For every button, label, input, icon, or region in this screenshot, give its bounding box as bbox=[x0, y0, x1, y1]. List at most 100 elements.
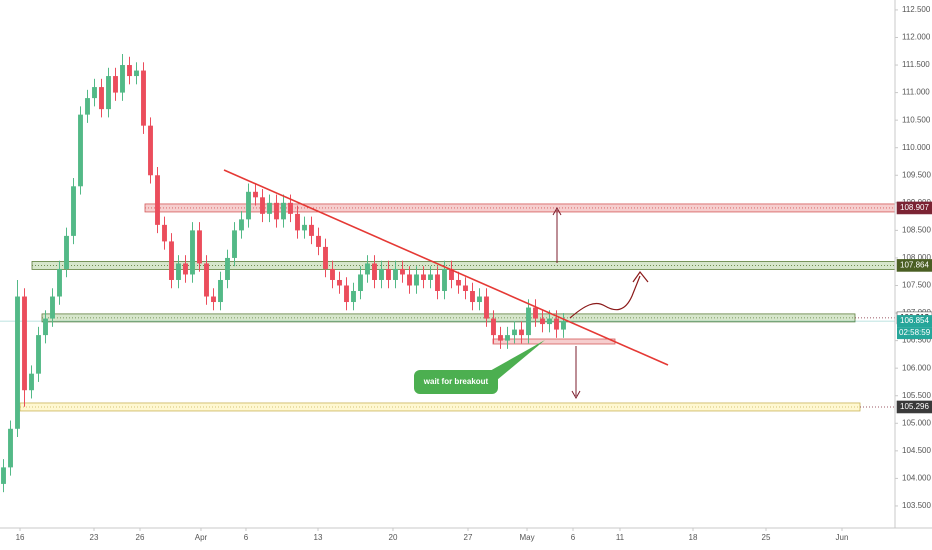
candle-body bbox=[176, 263, 181, 280]
candle-body bbox=[288, 202, 293, 214]
level-label-box bbox=[896, 259, 932, 272]
callout-text: wait for breakout bbox=[423, 377, 489, 386]
candle-body bbox=[309, 224, 314, 236]
candle-body bbox=[365, 263, 370, 275]
candle-body bbox=[197, 230, 202, 264]
projection-path bbox=[569, 275, 641, 319]
candle-body bbox=[407, 274, 412, 286]
candle-body bbox=[316, 235, 321, 247]
candle-body bbox=[512, 329, 517, 336]
candle-body bbox=[323, 246, 328, 269]
candle-body bbox=[169, 241, 174, 280]
candle-body bbox=[204, 263, 209, 297]
y-tick-label: 111.500 bbox=[902, 60, 930, 69]
candle-body bbox=[435, 274, 440, 292]
y-tick-label: 109.500 bbox=[902, 170, 931, 179]
candle-body bbox=[428, 274, 433, 280]
level-label: 108.907 bbox=[900, 203, 929, 212]
candle-body bbox=[218, 279, 223, 303]
countdown-box bbox=[897, 327, 932, 340]
small-zone bbox=[492, 338, 616, 345]
candle-body bbox=[253, 191, 258, 198]
candle-body bbox=[141, 70, 146, 126]
y-tick-label: 112.000 bbox=[902, 33, 931, 42]
candle-body bbox=[267, 202, 272, 214]
candle-body bbox=[50, 296, 55, 319]
up-arrow bbox=[552, 206, 562, 263]
countdown-label: 02:58:59 bbox=[899, 328, 931, 337]
candle-body bbox=[225, 257, 230, 280]
candle-body bbox=[232, 230, 237, 258]
x-tick-label: Jun bbox=[836, 533, 849, 542]
x-tick-label: 26 bbox=[136, 533, 145, 542]
candle-body bbox=[134, 70, 139, 77]
candle-body bbox=[281, 202, 286, 220]
candle-body bbox=[379, 268, 384, 280]
candle-body bbox=[162, 224, 167, 242]
candle-body bbox=[36, 335, 41, 374]
last-price-box bbox=[897, 315, 932, 328]
level-label-box bbox=[896, 400, 932, 414]
y-tick-label: 106.500 bbox=[902, 336, 931, 345]
candle-body bbox=[43, 318, 48, 336]
candle-body bbox=[15, 296, 20, 429]
candle-body bbox=[120, 65, 125, 93]
candle-body bbox=[400, 268, 405, 275]
candle-body bbox=[554, 318, 559, 330]
candle-body bbox=[22, 296, 27, 391]
y-tick-label: 105.000 bbox=[902, 418, 931, 427]
candle-body bbox=[491, 318, 496, 336]
y-tick-label: 110.500 bbox=[902, 115, 931, 124]
candle-body bbox=[148, 125, 153, 176]
candle-body bbox=[239, 219, 244, 231]
candle-body bbox=[547, 318, 552, 325]
candle-body bbox=[1, 467, 6, 484]
level-label: 107.864 bbox=[900, 261, 929, 270]
candle-body bbox=[498, 335, 503, 341]
candle-body bbox=[393, 268, 398, 280]
candle-body bbox=[386, 268, 391, 280]
callout: wait for breakout bbox=[414, 340, 545, 394]
y-tick-label: 112.500 bbox=[902, 5, 931, 14]
x-tick-label: 6 bbox=[571, 533, 576, 542]
candle-body bbox=[477, 296, 482, 303]
candle-body bbox=[526, 307, 531, 336]
candle-body bbox=[8, 428, 13, 468]
level-label-box bbox=[896, 201, 932, 215]
candle-body bbox=[456, 279, 461, 286]
candle-body bbox=[358, 274, 363, 292]
y-tick-label: 106.000 bbox=[902, 363, 931, 372]
candle-body bbox=[484, 296, 489, 319]
candle-body bbox=[442, 268, 447, 292]
candle-body bbox=[421, 274, 426, 280]
candles bbox=[1, 54, 566, 493]
x-tick-label: 18 bbox=[689, 533, 698, 542]
trendline bbox=[223, 169, 669, 366]
y-tick-label: 108.000 bbox=[902, 253, 931, 262]
zones bbox=[0, 203, 896, 412]
candle-body bbox=[127, 65, 132, 77]
x-tick-label: 25 bbox=[762, 533, 771, 542]
level-label: 105.296 bbox=[900, 402, 929, 411]
candle-body bbox=[71, 186, 76, 236]
candle-body bbox=[64, 235, 69, 269]
candle-body bbox=[414, 274, 419, 286]
candle-body bbox=[540, 318, 545, 325]
candle-body bbox=[449, 268, 454, 280]
candle-body bbox=[274, 202, 279, 220]
price-labels: 108.907107.864106.912105.296106.85402:58… bbox=[896, 201, 932, 414]
down-arrow bbox=[571, 346, 581, 400]
candle-body bbox=[183, 263, 188, 275]
x-tick-label: 16 bbox=[16, 533, 25, 542]
candle-body bbox=[78, 114, 83, 187]
last-price-label: 106.854 bbox=[900, 316, 929, 325]
candle-body bbox=[99, 87, 104, 110]
candle-body bbox=[351, 291, 356, 303]
y-tick-label: 107.500 bbox=[902, 281, 931, 290]
x-tick-label: 6 bbox=[244, 533, 249, 542]
candle-body bbox=[85, 98, 90, 115]
x-tick-label: 13 bbox=[314, 533, 323, 542]
x-tick-label: May bbox=[519, 533, 534, 542]
candle-body bbox=[211, 296, 216, 303]
